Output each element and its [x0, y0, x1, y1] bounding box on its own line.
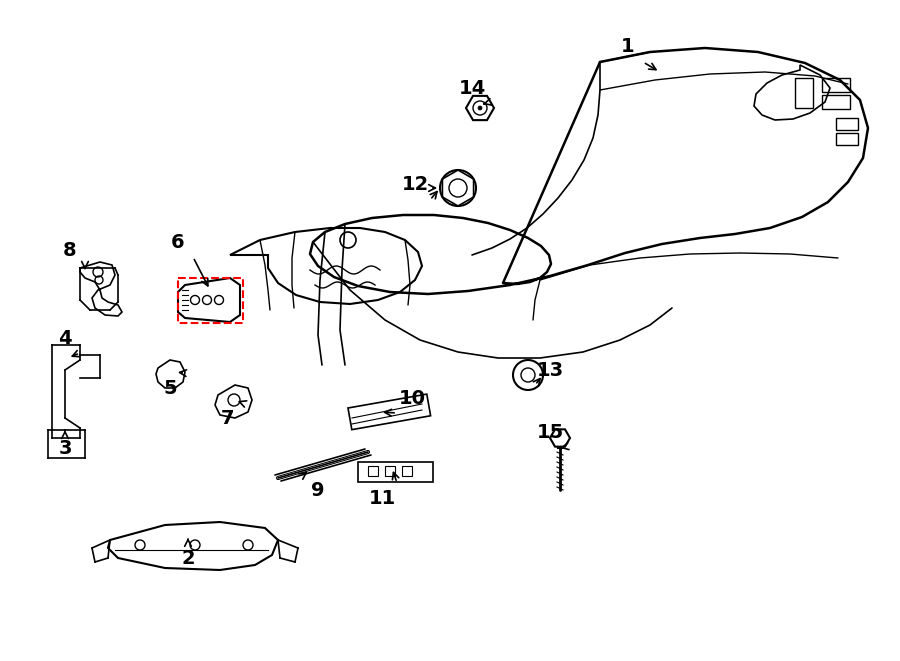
- Circle shape: [478, 106, 482, 110]
- Text: 5: 5: [163, 379, 176, 397]
- Bar: [836, 133, 858, 145]
- Text: 10: 10: [399, 389, 426, 407]
- Text: 11: 11: [368, 488, 396, 508]
- Text: 1: 1: [621, 38, 634, 56]
- Text: 15: 15: [536, 422, 563, 442]
- Text: 12: 12: [401, 176, 428, 194]
- Bar: [358, 462, 433, 482]
- Text: 3: 3: [58, 438, 72, 457]
- Bar: [836, 118, 858, 130]
- Bar: [795, 78, 813, 108]
- Text: 8: 8: [63, 241, 76, 260]
- Text: 6: 6: [171, 233, 184, 251]
- Text: 14: 14: [458, 79, 486, 98]
- Bar: [178, 278, 243, 323]
- Text: 9: 9: [311, 481, 325, 500]
- Bar: [385, 466, 395, 476]
- Text: 7: 7: [221, 408, 235, 428]
- Bar: [368, 466, 378, 476]
- Text: 13: 13: [536, 360, 563, 379]
- Bar: [402, 466, 412, 476]
- Text: 2: 2: [181, 549, 194, 568]
- Bar: [822, 78, 850, 92]
- Bar: [348, 394, 430, 430]
- Text: 4: 4: [58, 329, 72, 348]
- Bar: [822, 95, 850, 109]
